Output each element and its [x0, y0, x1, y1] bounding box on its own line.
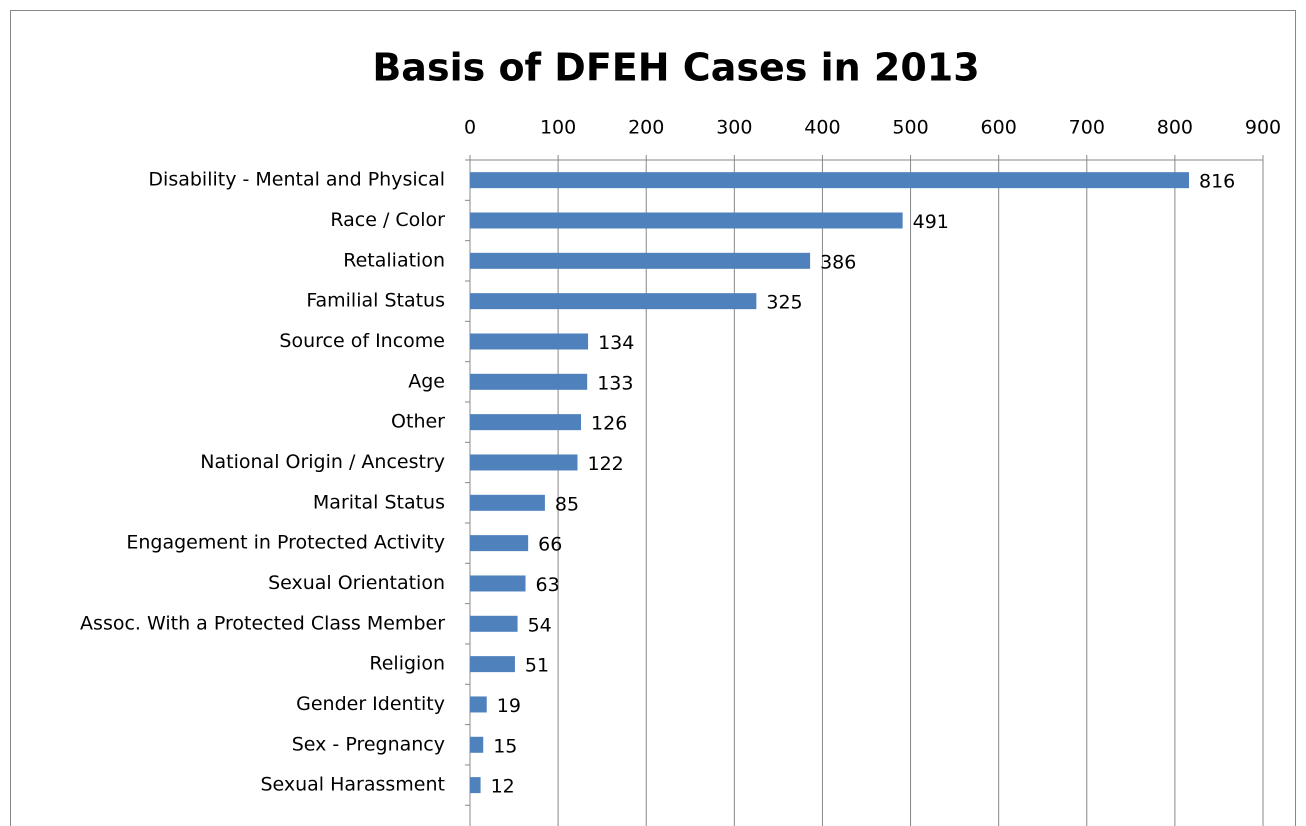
y-tick-label: Race / Color [330, 209, 445, 231]
bar [470, 696, 487, 713]
x-tick-label: 200 [628, 117, 664, 139]
value-label: 12 [491, 776, 515, 798]
value-label: 126 [591, 413, 627, 435]
value-label: 386 [820, 251, 856, 273]
bar [470, 373, 588, 390]
bar [470, 454, 578, 471]
y-tick-label: Age [408, 370, 445, 392]
x-tick-label: 600 [981, 117, 1017, 139]
y-tick-label: Sexual Orientation [268, 572, 445, 594]
x-tick-label: 500 [892, 117, 928, 139]
value-label: 63 [536, 574, 560, 596]
bar [470, 615, 518, 632]
x-tick-label: 700 [1069, 117, 1105, 139]
value-label: 816 [1199, 171, 1235, 193]
value-label: 85 [555, 493, 579, 515]
y-tick-label: Religion [369, 653, 445, 675]
value-label: 325 [766, 292, 802, 314]
y-tick-label: Assoc. With a Protected Class Member [80, 612, 445, 634]
value-label: 134 [598, 332, 634, 354]
y-tick-label: Source of Income [279, 330, 445, 352]
bar [470, 736, 484, 753]
bar [470, 212, 903, 229]
y-tick-label: Familial Status [306, 290, 445, 312]
y-tick-label: Disability - Mental and Physical [148, 169, 445, 191]
x-tick-label: 800 [1157, 117, 1193, 139]
bar [470, 252, 811, 269]
bar [470, 333, 589, 350]
chart-frame [10, 10, 1296, 826]
x-tick-label: 0 [464, 117, 476, 139]
value-label: 54 [528, 614, 552, 636]
y-tick-label: Engagement in Protected Activity [126, 532, 445, 554]
chart-title: Basis of DFEH Cases in 2013 [372, 46, 979, 90]
bar [470, 535, 529, 552]
bar [470, 293, 757, 310]
x-tick-label: 400 [804, 117, 840, 139]
x-tick-label: 300 [716, 117, 752, 139]
x-tick-label: 100 [540, 117, 576, 139]
y-tick-label: Other [391, 411, 445, 433]
value-label: 133 [597, 372, 633, 394]
bar [470, 777, 481, 794]
y-tick-label: Gender Identity [296, 693, 445, 715]
bar [470, 656, 515, 673]
y-tick-label: Marital Status [313, 491, 445, 513]
bar [470, 414, 582, 431]
value-label: 15 [493, 735, 517, 757]
value-label: 19 [497, 695, 521, 717]
y-tick-label: National Origin / Ancestry [200, 451, 445, 473]
x-tick-label: 900 [1245, 117, 1281, 139]
value-label: 51 [525, 655, 549, 677]
y-tick-label: Sexual Harassment [260, 774, 445, 796]
y-tick-label: Sex - Pregnancy [292, 733, 445, 755]
bar [470, 494, 545, 511]
y-tick-label: Retaliation [343, 249, 445, 271]
bar [470, 575, 526, 592]
value-label: 122 [587, 453, 623, 475]
value-label: 66 [538, 534, 562, 556]
bar [470, 172, 1189, 189]
value-label: 491 [913, 211, 949, 233]
